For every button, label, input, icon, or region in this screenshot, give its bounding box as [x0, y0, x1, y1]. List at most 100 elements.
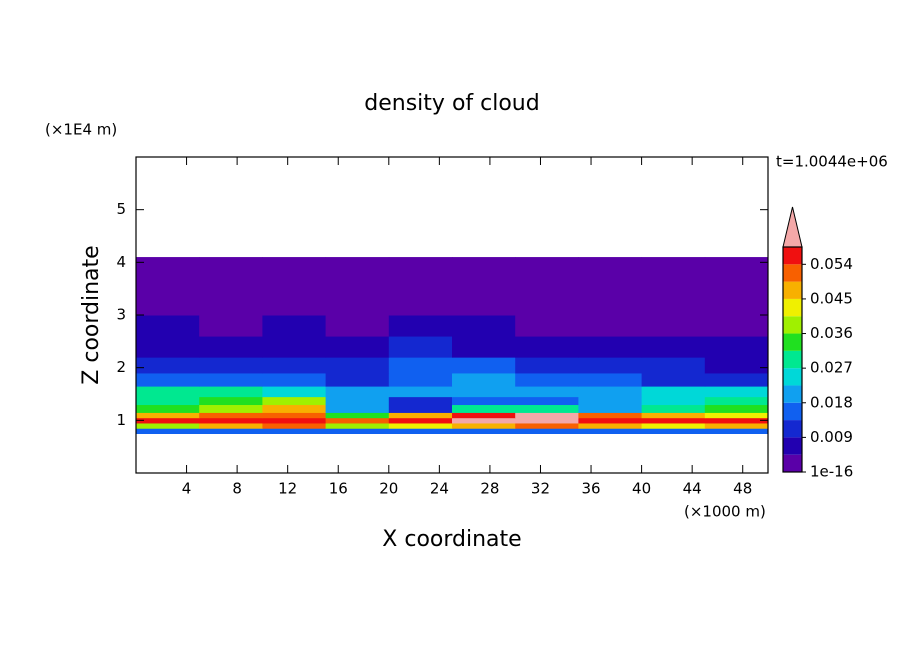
colorbar-tick-label: 0.009 — [810, 428, 853, 446]
cell — [578, 412, 643, 419]
y-tick-label: 2 — [116, 358, 126, 376]
cell — [136, 357, 200, 374]
cell — [452, 412, 516, 419]
cell — [388, 412, 453, 419]
colorbar-band — [783, 437, 802, 455]
cell — [262, 257, 327, 290]
y-tick-label: 3 — [116, 306, 126, 324]
cell — [704, 257, 769, 290]
cell — [325, 315, 390, 337]
x-tick-label: 16 — [329, 480, 348, 498]
cell — [199, 428, 263, 434]
cell — [388, 428, 453, 434]
cell — [199, 412, 263, 419]
cell — [704, 288, 769, 316]
cell — [515, 428, 579, 434]
cell — [641, 404, 706, 413]
x-tick-label: 20 — [379, 480, 398, 498]
x-tick-label: 28 — [480, 480, 499, 498]
cell — [452, 428, 516, 434]
colorbar-band — [783, 454, 802, 472]
cell — [704, 417, 769, 424]
cell — [515, 386, 579, 398]
cell — [388, 315, 453, 337]
cell — [262, 357, 327, 374]
y-tick-label: 5 — [116, 200, 126, 218]
colorbar-tick-label: 0.045 — [810, 289, 853, 307]
cell — [199, 422, 263, 429]
cell — [199, 396, 263, 406]
chart-title: density of cloud — [364, 91, 539, 116]
colorbar-band — [783, 402, 802, 421]
cell — [641, 315, 706, 337]
colorbar-band — [783, 333, 802, 351]
cell — [515, 257, 579, 290]
cell — [136, 428, 200, 434]
cell — [641, 412, 706, 419]
cell — [515, 396, 579, 406]
cell — [136, 422, 200, 429]
cell — [515, 315, 579, 337]
cell — [515, 422, 579, 429]
cell — [641, 372, 706, 387]
cell — [325, 422, 390, 429]
cell — [578, 315, 643, 337]
x-tick-label: 32 — [531, 480, 550, 498]
cell — [388, 404, 453, 413]
cell — [704, 428, 769, 434]
colorbar-band — [783, 264, 802, 282]
cell — [452, 257, 516, 290]
cell — [641, 288, 706, 316]
x-tick-label: 44 — [683, 480, 702, 498]
x-tick-label: 12 — [278, 480, 297, 498]
cell — [641, 396, 706, 406]
cell — [704, 412, 769, 419]
cell — [325, 412, 390, 419]
cell — [641, 336, 706, 358]
cell — [262, 422, 327, 429]
cell — [452, 288, 516, 316]
cell — [452, 422, 516, 429]
cell — [578, 357, 643, 374]
cell — [262, 315, 327, 337]
cell — [388, 357, 453, 374]
colorbar-tick-label: 0.018 — [810, 393, 853, 411]
cell — [199, 288, 263, 316]
colorbar-tick-label: 0.054 — [810, 255, 853, 273]
cell — [452, 357, 516, 374]
cell — [578, 417, 643, 424]
colorbar-band — [783, 316, 802, 334]
cell — [578, 288, 643, 316]
cell — [704, 422, 769, 429]
cell — [136, 404, 200, 413]
cell — [262, 412, 327, 419]
cell — [515, 372, 579, 387]
colorbar-band — [783, 298, 802, 317]
x-tick-label: 4 — [182, 480, 192, 498]
colorbar-band — [783, 247, 802, 265]
colorbar-extend — [782, 206, 803, 248]
cell — [578, 428, 643, 434]
cell — [199, 336, 263, 358]
cell — [641, 422, 706, 429]
cell — [136, 257, 200, 290]
cell — [704, 336, 769, 358]
x-tick-label: 24 — [430, 480, 449, 498]
cell — [578, 404, 643, 413]
cell — [452, 404, 516, 413]
cell — [452, 336, 516, 358]
cell — [262, 288, 327, 316]
cell — [578, 386, 643, 398]
x-tick-label: 48 — [733, 480, 752, 498]
field — [136, 257, 769, 434]
cell — [388, 422, 453, 429]
cell — [199, 386, 263, 398]
cell — [199, 404, 263, 413]
cell — [515, 404, 579, 413]
cell — [641, 417, 706, 424]
cell — [325, 404, 390, 413]
cell — [452, 372, 516, 387]
colorbar-band — [783, 281, 802, 299]
cell — [388, 336, 453, 358]
